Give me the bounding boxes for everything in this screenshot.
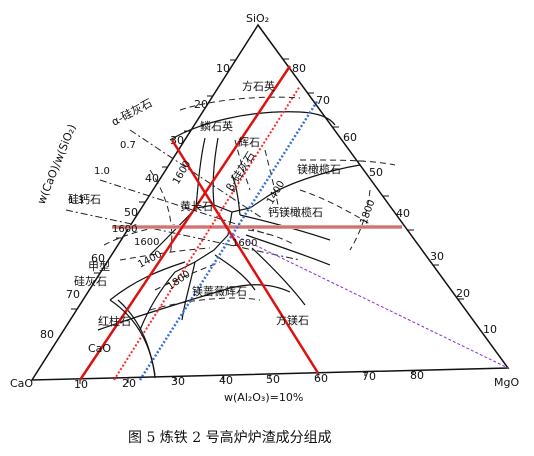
right-axis-ticks <box>283 58 464 300</box>
vertex-mgo: MgO <box>494 376 519 389</box>
red-solid-lines <box>78 65 320 381</box>
bottom-axis-ticks <box>79 370 414 384</box>
phase-label-melilite: 黄长石 <box>180 199 213 213</box>
red-dotted-line <box>113 85 301 381</box>
left-tick-label: 50 <box>124 206 138 219</box>
bottom-axis-title: w(Al₂O₃)=10% <box>224 391 303 404</box>
left-tick-label: 80 <box>40 328 54 341</box>
bottom-tick-label: 60 <box>314 372 328 385</box>
left-tick-label: 10 <box>216 62 230 75</box>
isotherm-label: 1400 <box>136 249 164 271</box>
isotherm-label: 1600 <box>112 224 137 235</box>
phase-label-alpha-c2s-a: 甲型 <box>88 259 110 273</box>
phase-label-b-wollastonite: β-硅灰石 <box>223 149 258 194</box>
left-tick-label: 70 <box>66 288 80 301</box>
ratio-label: 1.0 <box>94 166 110 177</box>
phase-label-cristobalite: 方石英 <box>242 79 275 93</box>
purple-reference-line <box>227 231 509 369</box>
phase-label-calcium-silicate: 硅钙石 <box>68 192 101 206</box>
bottom-tick-label: 10 <box>74 378 88 391</box>
right-tick-label: 20 <box>456 287 470 300</box>
phase-label-a-wollastonite: α-硅灰石 <box>109 96 155 129</box>
phase-label-periclase: 方镁石 <box>276 313 309 327</box>
right-tick-label: 50 <box>369 166 383 179</box>
left-tick-label: 60 <box>91 252 105 265</box>
ratio-lines <box>65 129 301 261</box>
phase-labels: 方石英 鳞石英 α-硅灰石 辉石 β-硅灰石 镁橄榄石 黄长石 钙镁橄榄石 硅钙… <box>68 79 341 355</box>
cao-field-arc <box>109 299 156 379</box>
phase-label-pyroxene: 辉石 <box>238 136 260 149</box>
phase-label-tridymite: 鳞石英 <box>200 119 233 133</box>
phase-label-monticellite: 钙镁橄榄石 <box>268 205 323 219</box>
isotherm-label: 1400 <box>265 179 287 207</box>
bottom-tick-label: 80 <box>410 369 424 382</box>
right-tick-label: 70 <box>316 94 330 107</box>
right-tick-label: 40 <box>396 207 410 220</box>
bottom-tick-label: 30 <box>171 375 185 388</box>
ratio-label: 0.7 <box>120 140 136 151</box>
phase-label-merwinite: 镁蔷薇辉石 <box>192 284 247 298</box>
right-tick-label: 80 <box>292 62 306 75</box>
blue-dotted-line <box>138 99 320 381</box>
phase-label-lime: CaO <box>88 342 111 355</box>
phase-label-alpha-c2s-b: 硅灰石 <box>74 274 107 288</box>
bottom-tick-labels: 10 20 30 40 50 60 70 80 <box>74 369 424 391</box>
isotherm-label: 1800 <box>358 198 377 226</box>
isotherm-label: 1600 <box>232 238 257 249</box>
vertex-cao: CaO <box>10 377 33 390</box>
phase-label-forsterite: 镁橄榄石 <box>297 162 341 176</box>
bottom-tick-label: 50 <box>266 373 280 386</box>
isotherm-label: 1600 <box>171 159 193 187</box>
figure-caption: 图 5 炼铁 2 号高炉炉渣成分组成 <box>128 429 332 446</box>
bottom-tick-label: 70 <box>362 370 376 383</box>
vertex-sio2: SiO₂ <box>246 12 269 25</box>
right-tick-label: 30 <box>430 250 444 263</box>
left-tick-label: 40 <box>145 172 159 185</box>
bottom-tick-label: 20 <box>122 377 136 390</box>
bottom-tick-label: 40 <box>219 374 233 387</box>
phase-label-larnite: 红柱石 <box>98 314 131 328</box>
right-tick-label: 60 <box>343 131 357 144</box>
right-tick-labels: 80 70 60 50 40 30 20 10 <box>292 62 497 336</box>
ratio-label: 1.3 <box>68 195 84 206</box>
isotherm-label: 1600 <box>134 237 159 248</box>
right-tick-label: 10 <box>483 323 497 336</box>
left-tick-labels: 10 20 30 40 50 60 70 80 <box>40 62 230 341</box>
